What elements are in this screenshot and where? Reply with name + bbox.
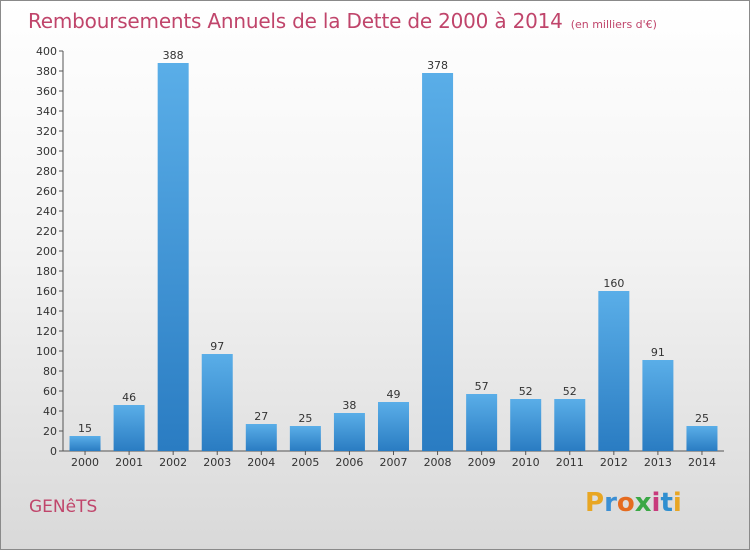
x-tick-label: 2009 [468,456,496,469]
y-tick-label: 60 [43,385,57,398]
data-label: 25 [695,412,709,425]
x-tick-label: 2003 [203,456,231,469]
bar [642,360,674,451]
logo-letter: i [651,488,661,518]
data-label: 378 [427,59,448,72]
y-tick-label: 200 [36,245,57,258]
data-label: 52 [519,385,533,398]
x-tick-label: 2001 [115,456,143,469]
bar [69,436,101,451]
bar [378,402,409,451]
x-tick-label: 2014 [688,456,716,469]
y-tick-label: 260 [36,185,57,198]
unit-note: (en milliers d'€) [570,18,657,31]
title-text: Remboursements Annuels de la Dette de 20… [28,9,563,33]
bar [554,399,586,451]
y-tick-label: 140 [36,305,57,318]
x-tick-label: 2007 [380,456,408,469]
bar [333,413,365,451]
data-label: 49 [387,388,401,401]
data-label: 46 [122,391,136,404]
data-label: 388 [163,49,184,62]
x-tick-label: 2000 [71,456,99,469]
y-tick-label: 360 [36,85,57,98]
y-tick-label: 160 [36,285,57,298]
y-tick-label: 180 [36,265,57,278]
data-label: 52 [563,385,577,398]
data-label: 57 [475,380,489,393]
y-tick-label: 320 [36,125,57,138]
y-tick-label: 380 [36,65,57,78]
y-tick-label: 120 [36,325,57,338]
bar [113,405,145,451]
y-tick-label: 20 [43,425,57,438]
data-label: 15 [78,422,92,435]
data-label: 27 [254,410,268,423]
x-tick-label: 2002 [159,456,187,469]
x-tick-label: 2005 [291,456,319,469]
bar [510,399,542,451]
x-tick-label: 2012 [600,456,628,469]
bar [422,73,454,451]
data-label: 38 [342,399,356,412]
commune-name: GENêTS [29,497,98,517]
x-tick-label: 2011 [556,456,584,469]
x-tick-label: 2004 [247,456,275,469]
data-label: 97 [210,340,224,353]
bar [157,63,189,451]
y-tick-label: 300 [36,145,57,158]
x-tick-label: 2010 [512,456,540,469]
bar [289,426,321,451]
logo-letter: r [604,488,617,518]
x-tick-label: 2013 [644,456,672,469]
bar [201,354,233,451]
y-tick-label: 340 [36,105,57,118]
y-tick-label: 240 [36,205,57,218]
logo-letter: x [634,488,652,518]
bar [598,291,630,451]
x-tick-label: 2006 [335,456,363,469]
logo-letter: P [585,488,605,518]
y-tick-label: 400 [36,45,57,58]
y-tick-label: 80 [43,365,57,378]
data-label: 25 [298,412,312,425]
y-tick-label: 220 [36,225,57,238]
y-tick-label: 40 [43,405,57,418]
logo-letter: t [660,488,673,518]
logo-letter: i [672,488,682,518]
y-tick-label: 0 [50,445,57,458]
data-label: 160 [603,277,624,290]
bar [466,394,498,451]
logo-letter: o [616,488,635,518]
y-tick-label: 280 [36,165,57,178]
y-tick-label: 100 [36,345,57,358]
bar [245,424,277,451]
bar [686,426,718,451]
x-tick-label: 2008 [424,456,452,469]
proxiti-logo: Proxiti [585,488,682,518]
chart-title: Remboursements Annuels de la Dette de 20… [28,9,657,33]
data-label: 91 [651,346,665,359]
